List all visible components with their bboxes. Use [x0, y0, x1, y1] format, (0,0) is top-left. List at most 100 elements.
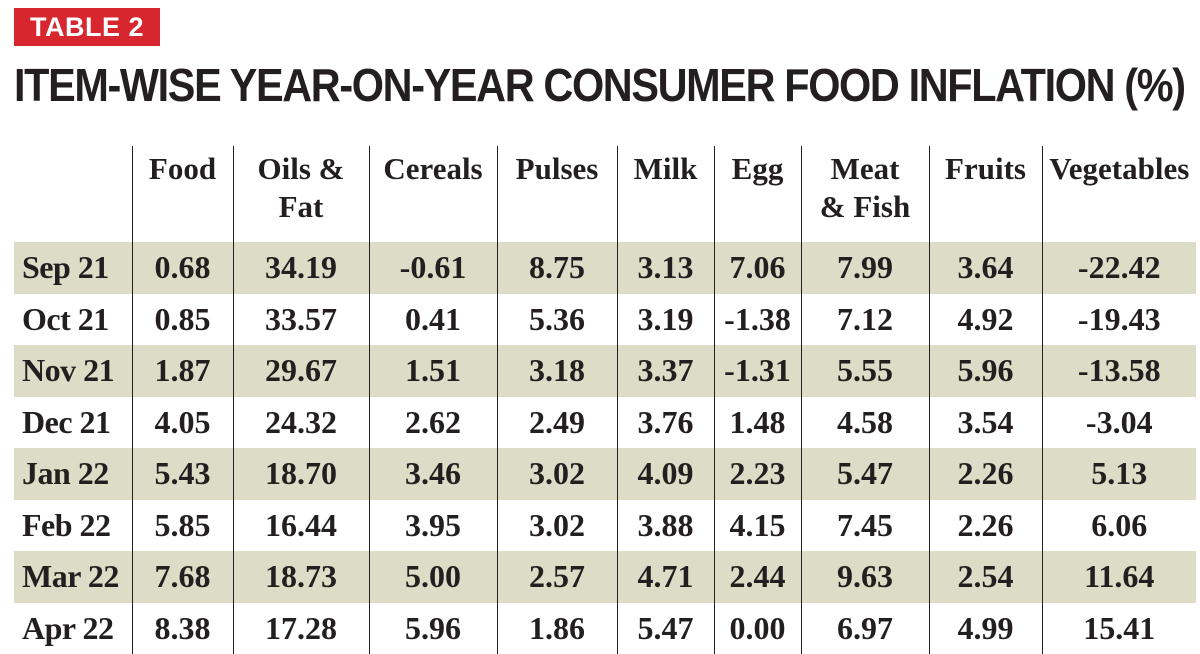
table-cell: 2.49 [497, 397, 617, 449]
table-cell: 8.75 [497, 242, 617, 294]
row-month-label: Nov 21 [14, 345, 132, 397]
table-number-badge: TABLE 2 [14, 8, 160, 46]
table-cell: 16.44 [233, 500, 369, 552]
column-header-line: Vegetables [1049, 151, 1189, 186]
column-header-line: Fat [279, 189, 324, 224]
table-cell: 1.87 [132, 345, 233, 397]
column-header: Fruits [929, 146, 1042, 242]
table-cell: 3.88 [617, 500, 714, 552]
table-cell: 29.67 [233, 345, 369, 397]
column-header: Vegetables [1042, 146, 1196, 242]
table-cell: 2.26 [929, 500, 1042, 552]
table-cell: -1.31 [714, 345, 801, 397]
column-header-line: Fruits [945, 151, 1026, 186]
table-cell: 9.63 [801, 551, 929, 603]
row-month-label: Sep 21 [14, 242, 132, 294]
table-cell: 6.06 [1042, 500, 1196, 552]
column-header: Oils &Fat [233, 146, 369, 242]
row-month-label: Mar 22 [14, 551, 132, 603]
column-header-line: & Fish [820, 189, 910, 224]
table-cell: 7.06 [714, 242, 801, 294]
table-cell: 5.47 [617, 603, 714, 654]
table-title: ITEM-WISE YEAR-ON-YEAR CONSUMER FOOD INF… [14, 58, 1076, 112]
table-cell: 3.76 [617, 397, 714, 449]
column-header: Food [132, 146, 233, 242]
table-cell: 2.54 [929, 551, 1042, 603]
table-cell: 4.71 [617, 551, 714, 603]
table-cell: 7.45 [801, 500, 929, 552]
column-header: Cereals [369, 146, 497, 242]
table-cell: 33.57 [233, 294, 369, 346]
table-cell: 3.95 [369, 500, 497, 552]
column-header: Pulses [497, 146, 617, 242]
table-cell: 5.43 [132, 448, 233, 500]
table-cell: 5.47 [801, 448, 929, 500]
table-cell: 4.99 [929, 603, 1042, 654]
row-month-label: Jan 22 [14, 448, 132, 500]
table-cell: -22.42 [1042, 242, 1196, 294]
column-header-line: Egg [732, 151, 784, 186]
table-cell: 3.02 [497, 448, 617, 500]
table-cell: 5.85 [132, 500, 233, 552]
row-month-label: Dec 21 [14, 397, 132, 449]
table-cell: 2.62 [369, 397, 497, 449]
table-cell: 2.23 [714, 448, 801, 500]
column-header-line: Oils & [258, 151, 345, 186]
table-cell: 4.05 [132, 397, 233, 449]
column-header: Egg [714, 146, 801, 242]
table-cell: 17.28 [233, 603, 369, 654]
table-cell: 0.85 [132, 294, 233, 346]
table-cell: 0.41 [369, 294, 497, 346]
column-header: Milk [617, 146, 714, 242]
table-cell: -1.38 [714, 294, 801, 346]
column-header-line: Meat [831, 151, 900, 186]
table-cell: -19.43 [1042, 294, 1196, 346]
table-cell: 1.86 [497, 603, 617, 654]
table-cell: 2.57 [497, 551, 617, 603]
table-cell: 5.96 [369, 603, 497, 654]
month-column-header [14, 146, 132, 242]
table-cell: 5.13 [1042, 448, 1196, 500]
table-cell: 3.13 [617, 242, 714, 294]
table-cell: 3.02 [497, 500, 617, 552]
table-cell: 3.18 [497, 345, 617, 397]
table-cell: 7.68 [132, 551, 233, 603]
table-cell: 11.64 [1042, 551, 1196, 603]
table-cell: 7.99 [801, 242, 929, 294]
table-cell: 18.73 [233, 551, 369, 603]
table-cell: 0.68 [132, 242, 233, 294]
table-cell: 1.48 [714, 397, 801, 449]
column-header-line: Milk [634, 151, 698, 186]
table-cell: 5.00 [369, 551, 497, 603]
column-header-line: Pulses [516, 151, 599, 186]
table-cell: -13.58 [1042, 345, 1196, 397]
table-cell: 3.46 [369, 448, 497, 500]
table-cell: 18.70 [233, 448, 369, 500]
table-cell: 8.38 [132, 603, 233, 654]
table-cell: -3.04 [1042, 397, 1196, 449]
table-cell: 6.97 [801, 603, 929, 654]
table-cell: 4.92 [929, 294, 1042, 346]
table-cell: 4.15 [714, 500, 801, 552]
table-cell: 4.58 [801, 397, 929, 449]
table-cell: 2.26 [929, 448, 1042, 500]
table-cell: 3.64 [929, 242, 1042, 294]
table-cell: 24.32 [233, 397, 369, 449]
column-header-line: Food [149, 151, 216, 186]
table-cell: 5.36 [497, 294, 617, 346]
table-cell: 4.09 [617, 448, 714, 500]
table-cell: 5.96 [929, 345, 1042, 397]
column-header: Meat& Fish [801, 146, 929, 242]
table-cell: 3.19 [617, 294, 714, 346]
table-cell: 3.54 [929, 397, 1042, 449]
